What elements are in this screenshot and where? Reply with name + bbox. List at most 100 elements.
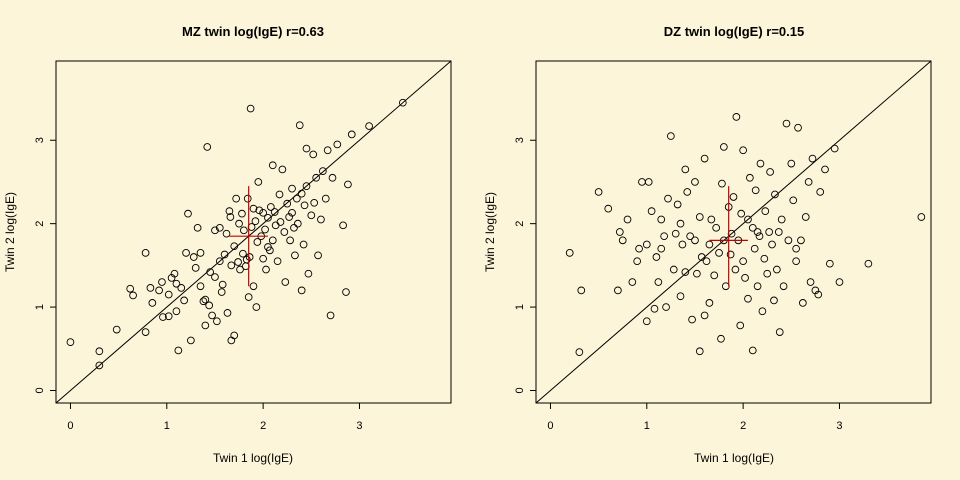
- dz-data-point: [732, 113, 741, 121]
- dz-data-point: [799, 299, 807, 307]
- mz-data-point: [240, 226, 248, 235]
- mz-data-point: [220, 250, 229, 259]
- mz-ytick-label: 2: [34, 221, 46, 227]
- mz-data-point: [66, 338, 75, 346]
- mz-data-point: [268, 236, 277, 245]
- mz-data-point: [215, 223, 224, 232]
- dz-data-point: [761, 207, 770, 215]
- dz-data-point: [710, 271, 719, 280]
- dz-xtick-label: 1: [644, 420, 650, 432]
- mz-data-point: [302, 182, 311, 190]
- dz-data-point: [739, 146, 747, 155]
- dz-data-point: [750, 244, 759, 253]
- mz-data-point: [155, 286, 163, 295]
- dz-data-point: [691, 236, 699, 245]
- mz-data-point: [398, 98, 407, 107]
- mz-data-point: [148, 299, 157, 307]
- mz-data-point: [232, 194, 241, 203]
- dz-data-point: [775, 328, 784, 336]
- dz-data-point: [676, 219, 685, 228]
- dz-data-point: [654, 278, 663, 286]
- mz-data-point: [230, 242, 239, 251]
- dz-data-point: [825, 259, 834, 268]
- mz-data-point: [261, 225, 269, 234]
- mz-data-point: [225, 207, 234, 215]
- mz-data-point: [344, 180, 352, 189]
- dz-data-point: [774, 228, 783, 236]
- dz-data-point: [618, 236, 627, 245]
- mz-data-point: [309, 150, 318, 159]
- dz-data-point: [662, 303, 670, 311]
- dz-data-point: [700, 311, 709, 320]
- mz-data-point: [167, 274, 176, 282]
- mz-data-point: [238, 209, 246, 218]
- mz-data-point: [275, 190, 284, 199]
- mz-y-axis: 0 1 2 3: [34, 137, 56, 394]
- mz-data-point: [302, 144, 311, 153]
- mz-data-point: [245, 253, 254, 261]
- dz-points: [565, 113, 926, 356]
- dz-data-point: [575, 348, 584, 356]
- dz-panel: DZ twin log(IgE) r=0.15 0 1 2 3 0 1 2 3 …: [483, 24, 932, 465]
- mz-data-point: [246, 104, 255, 113]
- mz-data-point: [326, 311, 335, 320]
- dz-data-point: [650, 304, 659, 313]
- dz-data-point: [615, 228, 624, 236]
- dz-data-point: [705, 240, 714, 249]
- dz-data-point: [736, 321, 745, 330]
- mz-reference-line: [55, 60, 452, 404]
- mz-data-point: [290, 223, 298, 232]
- dz-data-point: [647, 207, 656, 215]
- mz-data-point: [283, 199, 292, 208]
- mz-data-point: [304, 269, 313, 278]
- dz-data-point: [773, 265, 781, 274]
- dz-data-point: [748, 223, 757, 232]
- mz-data-point: [174, 346, 183, 355]
- mz-data-point: [206, 268, 214, 276]
- mz-data-point: [314, 251, 322, 260]
- dz-data-point: [718, 179, 726, 188]
- dz-data-point: [737, 209, 746, 218]
- mz-data-point: [187, 336, 195, 345]
- dz-x-axis-label: Twin 1 log(IgE): [694, 451, 774, 465]
- dz-data-point: [671, 229, 680, 238]
- dz-data-point: [753, 282, 762, 291]
- dz-data-point: [695, 213, 704, 221]
- dz-data-point: [816, 188, 825, 196]
- dz-data-point: [758, 307, 767, 316]
- mz-data-point: [276, 218, 285, 226]
- dz-data-point: [821, 165, 829, 174]
- dz-data-point: [835, 278, 844, 286]
- mz-data-point: [288, 184, 296, 193]
- mz-data-point: [297, 189, 306, 198]
- dz-data-point: [644, 178, 653, 186]
- mz-data-point: [223, 309, 232, 317]
- mz-data-point: [319, 167, 327, 175]
- dz-data-point: [695, 347, 704, 356]
- dz-data-point: [705, 299, 714, 307]
- mz-data-point: [234, 258, 242, 266]
- mz-data-point: [295, 121, 304, 130]
- dz-y-axis-label: Twin 2 log(IgE): [483, 192, 497, 272]
- mz-data-point: [328, 173, 337, 182]
- mz-data-point: [300, 201, 309, 210]
- mz-data-point: [126, 284, 135, 293]
- mz-data-point: [273, 257, 282, 266]
- mz-ytick-label: 1: [34, 304, 46, 310]
- mz-data-point: [201, 295, 210, 304]
- dz-data-point: [657, 244, 666, 253]
- mz-data-point: [259, 208, 267, 217]
- mz-data-point: [193, 223, 202, 232]
- mz-data-point: [244, 293, 253, 301]
- mz-data-point: [227, 261, 236, 270]
- dz-data-point: [697, 253, 706, 261]
- mz-data-point: [213, 317, 221, 326]
- dz-data-point: [614, 286, 622, 295]
- mz-plot-frame: [55, 60, 452, 404]
- dz-xtick-label: 0: [547, 420, 553, 432]
- mz-data-point: [227, 336, 236, 345]
- dz-y-axis: 0 1 2 3: [514, 137, 536, 394]
- mz-data-point: [146, 284, 155, 292]
- dz-ytick-label: 3: [514, 137, 526, 143]
- mz-data-point: [184, 209, 192, 218]
